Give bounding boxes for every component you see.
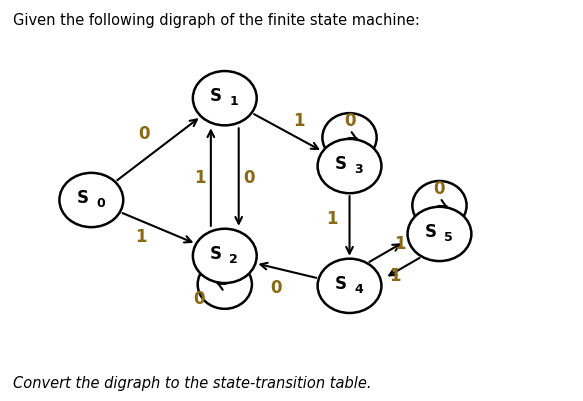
Text: 1: 1	[394, 234, 406, 252]
Text: 3: 3	[354, 162, 363, 176]
Text: S: S	[424, 222, 437, 240]
Text: 0: 0	[270, 278, 281, 296]
Text: 0: 0	[96, 196, 105, 209]
Ellipse shape	[193, 229, 257, 284]
Text: 1: 1	[230, 95, 238, 108]
Text: 5: 5	[444, 230, 453, 243]
Text: Given the following digraph of the finite state machine:: Given the following digraph of the finit…	[13, 13, 420, 28]
Text: 1: 1	[195, 169, 206, 186]
Text: 0: 0	[434, 180, 445, 198]
Text: 2: 2	[230, 252, 238, 265]
Text: S: S	[76, 188, 89, 206]
Text: S: S	[210, 87, 222, 105]
Ellipse shape	[318, 259, 381, 313]
Ellipse shape	[59, 173, 123, 228]
Text: 0: 0	[138, 125, 149, 143]
Text: 0: 0	[344, 112, 355, 130]
Text: 0: 0	[243, 169, 255, 186]
Text: S: S	[335, 274, 347, 292]
Text: 0: 0	[193, 289, 205, 307]
Text: 4: 4	[354, 282, 363, 295]
Ellipse shape	[408, 207, 472, 261]
Text: 1: 1	[389, 267, 401, 284]
Text: 1: 1	[326, 209, 338, 227]
Text: S: S	[335, 154, 347, 172]
Ellipse shape	[193, 72, 257, 126]
Text: S: S	[210, 244, 222, 262]
Text: 1: 1	[293, 112, 304, 130]
Text: 1: 1	[135, 227, 146, 245]
Text: Convert the digraph to the state-transition table.: Convert the digraph to the state-transit…	[13, 375, 371, 390]
Ellipse shape	[318, 140, 381, 194]
